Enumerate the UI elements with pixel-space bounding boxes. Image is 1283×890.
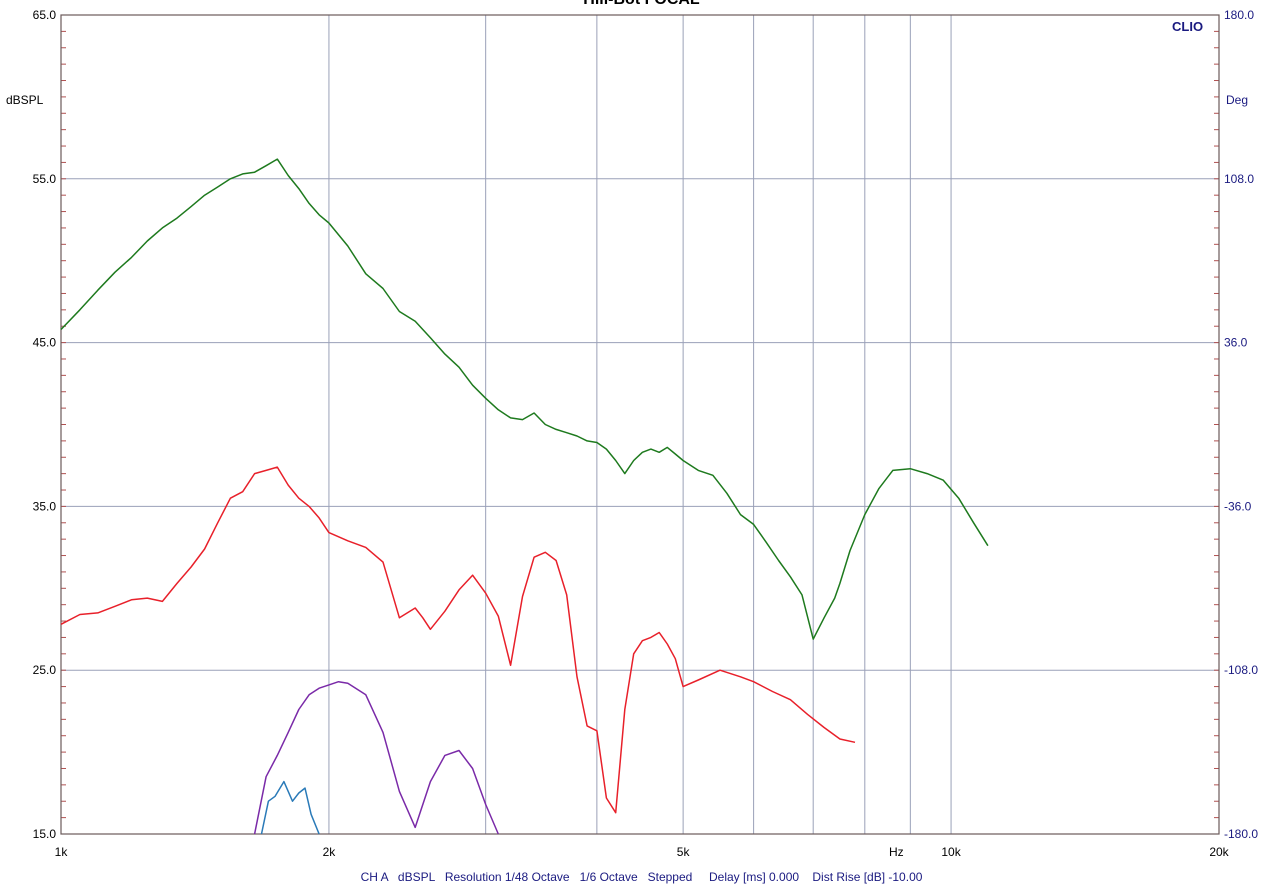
y2-axis-label: Deg (1226, 93, 1248, 107)
y-axis-label: dBSPL (6, 93, 44, 107)
x-tick-label: 2k (323, 845, 337, 859)
x-tick-label: 5k (677, 845, 691, 859)
y-tick-label: 35.0 (33, 499, 57, 513)
y-tick-label: 25.0 (33, 663, 57, 677)
y-tick-label: 15.0 (33, 827, 57, 841)
y-tick-label: 55.0 (33, 172, 57, 186)
y2-tick-label: -108.0 (1224, 663, 1258, 677)
y-tick-label: 65.0 (33, 8, 57, 22)
measurement-settings-footer: CH A dBSPL Resolution 1/48 Octave 1/6 Oc… (360, 870, 923, 884)
y2-tick-label: -36.0 (1224, 499, 1252, 513)
axes (60, 14, 1220, 835)
series-line-2 (60, 466, 856, 814)
series-lines (60, 158, 989, 835)
y2-tick-label: 108.0 (1224, 172, 1254, 186)
clio-brand-label: CLIO (1172, 19, 1203, 34)
y2-tick-label: -180.0 (1224, 827, 1258, 841)
tick-labels: 15.0 25.0 35.0 45.0 55.0 65.0 -180.0 -108.0 -36.… (33, 8, 1259, 859)
chart-title: Hill-Bot FOCAL (0, 0, 1283, 9)
x-tick-label: 10k (941, 845, 961, 859)
series-line-1 (60, 158, 989, 640)
y2-tick-label: 36.0 (1224, 336, 1248, 350)
y-tick-label: 45.0 (33, 336, 57, 350)
series-line-4 (260, 780, 320, 835)
grid-lines (61, 14, 1219, 835)
x-tick-label: 1k (55, 845, 69, 859)
y2-tick-label: 180.0 (1224, 8, 1254, 22)
frequency-response-chart: 15.0 25.0 35.0 45.0 55.0 65.0 -180.0 -108.0 -36.… (6, 8, 1259, 859)
x-tick-label: 20k (1209, 845, 1229, 859)
plot-frame (60, 14, 1220, 835)
series-line-3 (253, 680, 499, 835)
axis-labels: dBSPL Deg Hz CLIO (6, 19, 1248, 859)
x-axis-label: Hz (889, 845, 904, 859)
